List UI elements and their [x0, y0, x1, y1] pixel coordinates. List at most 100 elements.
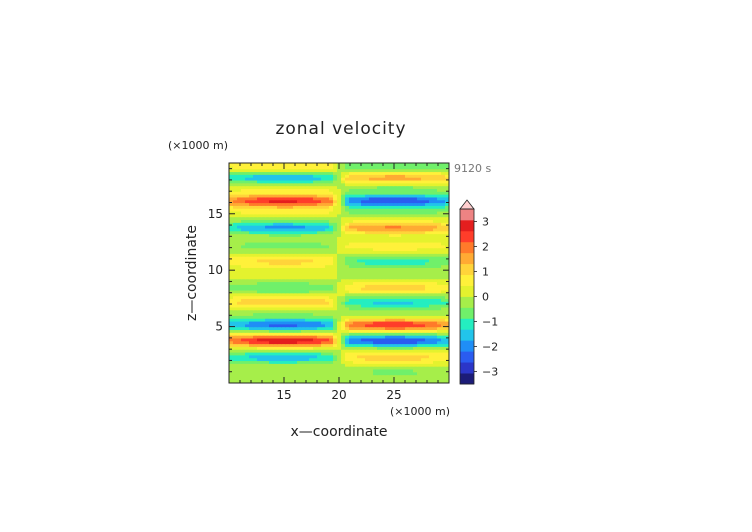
heatmap-cell	[257, 289, 262, 294]
heatmap-cell	[265, 250, 270, 254]
heatmap-cell	[257, 174, 262, 178]
heatmap-cell	[245, 335, 250, 339]
heatmap-cell	[413, 182, 418, 187]
heatmap-cell	[317, 194, 322, 198]
heatmap-cell	[353, 208, 358, 212]
heatmap-cell	[285, 174, 290, 178]
heatmap-cell	[281, 185, 286, 189]
heatmap-cell	[317, 295, 322, 299]
heatmap-cell	[361, 357, 366, 362]
heatmap-cell	[437, 179, 442, 184]
heatmap-cell	[237, 278, 242, 283]
heatmap-cell	[405, 227, 410, 232]
heatmap-cell	[441, 329, 446, 333]
heatmap-cell	[241, 244, 246, 249]
heatmap-cell	[425, 205, 430, 209]
heatmap-cell	[329, 256, 334, 260]
heatmap-cell	[405, 165, 410, 170]
heatmap-cell	[249, 213, 254, 218]
heatmap-cell	[293, 340, 298, 345]
heatmap-cell	[369, 222, 374, 226]
heatmap-cell	[301, 273, 306, 277]
heatmap-cell	[273, 281, 278, 285]
heatmap-cell	[365, 241, 370, 246]
heatmap-cell	[377, 289, 382, 294]
heatmap-cell	[325, 298, 330, 302]
heatmap-cell	[333, 261, 338, 266]
heatmap-cell	[417, 360, 422, 364]
heatmap-cell	[229, 312, 234, 316]
heatmap-cell	[421, 281, 426, 285]
heatmap-cell	[321, 368, 326, 373]
heatmap-cell	[297, 318, 302, 322]
heatmap-cell	[309, 253, 314, 257]
heatmap-cell	[373, 304, 378, 308]
heatmap-cell	[237, 165, 242, 170]
heatmap-cell	[437, 281, 442, 285]
heatmap-cell	[373, 371, 378, 376]
heatmap-cell	[381, 222, 386, 226]
heatmap-cell	[285, 244, 290, 249]
heatmap-cell	[233, 194, 238, 198]
heatmap-cell	[325, 312, 330, 316]
heatmap-cell	[257, 165, 262, 170]
heatmap-cell	[309, 256, 314, 260]
heatmap-cell	[301, 315, 306, 319]
heatmap-cell	[313, 202, 318, 206]
heatmap-cell	[257, 320, 262, 325]
heatmap-cell	[293, 346, 298, 350]
heatmap-cell	[437, 292, 442, 297]
heatmap-cell	[273, 213, 278, 218]
heatmap-cell	[237, 210, 242, 215]
heatmap-cell	[381, 346, 386, 350]
heatmap-cell	[229, 182, 234, 187]
heatmap-cell	[345, 306, 350, 311]
heatmap-cell	[441, 239, 446, 243]
heatmap-cell	[377, 340, 382, 345]
heatmap-cell	[433, 210, 438, 215]
heatmap-cell	[365, 315, 370, 319]
heatmap-cell	[401, 205, 406, 209]
z-unit-label: (×1000 m)	[168, 139, 228, 152]
heatmap-cell	[429, 236, 434, 240]
heatmap-cell	[329, 332, 334, 336]
heatmap-cell	[253, 318, 258, 322]
heatmap-cell	[285, 208, 290, 212]
heatmap-cell	[377, 323, 382, 328]
heatmap-cell	[361, 182, 366, 187]
heatmap-cell	[313, 196, 318, 201]
heatmap-cell	[313, 332, 318, 336]
heatmap-cell	[253, 177, 258, 181]
heatmap-cell	[233, 236, 238, 240]
heatmap-cell	[297, 368, 302, 373]
heatmap-cell	[365, 258, 370, 263]
heatmap-cell	[325, 219, 330, 223]
heatmap-cell	[397, 253, 402, 257]
heatmap-cell	[233, 346, 238, 350]
heatmap-cell	[277, 264, 282, 268]
heatmap-cell	[289, 194, 294, 198]
heatmap-cell	[397, 270, 402, 274]
heatmap-cell	[309, 335, 314, 339]
heatmap-cell	[357, 287, 362, 291]
heatmap-cell	[349, 275, 354, 280]
heatmap-cell	[245, 340, 250, 345]
heatmap-cell	[233, 227, 238, 232]
heatmap-cell	[425, 174, 430, 178]
heatmap-cell	[325, 270, 330, 274]
heatmap-cell	[253, 236, 258, 240]
heatmap-cell	[241, 191, 246, 195]
heatmap-cell	[329, 301, 334, 305]
heatmap-cell	[305, 196, 310, 201]
heatmap-cell	[433, 264, 438, 268]
heatmap-cell	[293, 210, 298, 215]
heatmap-cell	[445, 366, 449, 370]
heatmap-cell	[253, 225, 258, 229]
heatmap-cell	[337, 346, 342, 350]
heatmap-cell	[341, 199, 346, 204]
heatmap-cell	[445, 194, 449, 198]
heatmap-cell	[297, 323, 302, 328]
heatmap-cell	[389, 179, 394, 184]
heatmap-cell	[285, 332, 290, 336]
heatmap-cell	[409, 273, 414, 277]
